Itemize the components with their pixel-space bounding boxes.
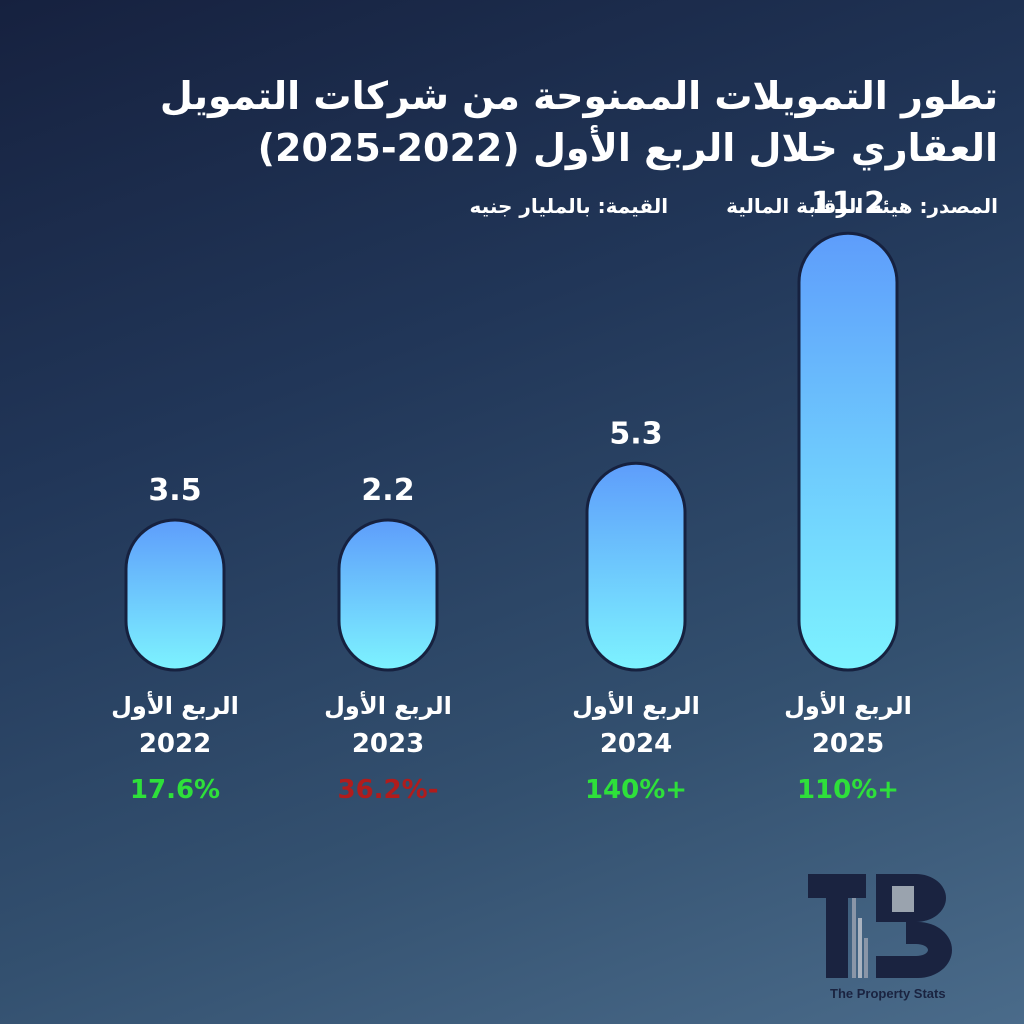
chart-meta: المصدر: هيئة الرقابة المالية القيمة: بال…	[470, 194, 998, 218]
unit-label: القيمة: بالمليار جنيه	[469, 194, 669, 218]
category-year-2024: 2024	[600, 729, 672, 759]
chart-title: تطور التمويلات الممنوحة من شركات التمويل…	[159, 74, 998, 170]
tps-logo-icon	[808, 874, 952, 978]
brand-name: The Property Stats	[830, 986, 946, 1001]
change-label-2022: 17.6%	[130, 775, 220, 805]
category-year-2025: 2025	[812, 729, 884, 759]
brand-logo	[806, 868, 976, 1008]
value-label-2025: 11.2	[811, 186, 885, 221]
value-label-2024: 5.3	[609, 416, 662, 451]
change-label-2023: 36.2%-	[338, 775, 439, 805]
value-label-2023: 2.2	[361, 473, 414, 508]
change-label-2025: 110%+	[797, 775, 899, 805]
category-quarter-2023: الربع الأول	[324, 691, 452, 720]
bar-2022	[124, 518, 226, 672]
category-quarter-2022: الربع الأول	[111, 691, 239, 720]
bar-2023	[337, 518, 439, 672]
category-year-2023: 2023	[352, 729, 424, 759]
category-year-2022: 2022	[139, 729, 211, 759]
change-label-2024: 140%+	[585, 775, 687, 805]
value-label-2022: 3.5	[148, 473, 201, 508]
bar-2024	[585, 461, 687, 672]
source-label: المصدر: هيئة الرقابة المالية	[726, 194, 998, 218]
category-quarter-2025: الربع الأول	[784, 691, 912, 720]
category-quarter-2024: الربع الأول	[572, 691, 700, 720]
bar-2025	[797, 231, 899, 672]
